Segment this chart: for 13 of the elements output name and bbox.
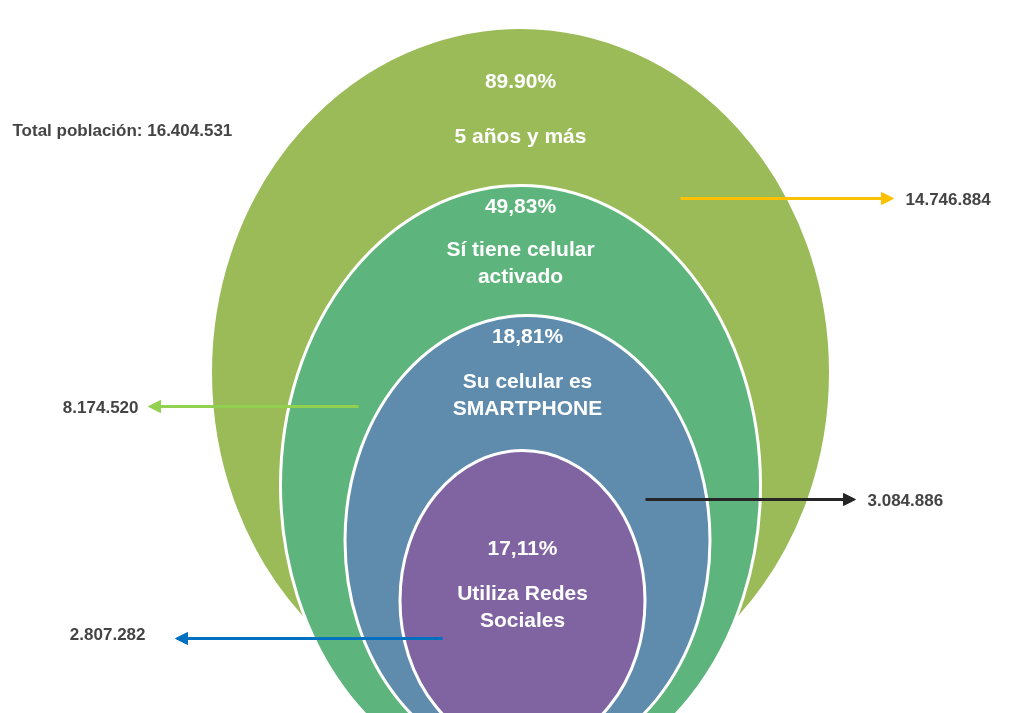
text: 3.084.886 [867, 490, 944, 510]
data-label: 18,81% [491, 324, 564, 347]
text: Total población: 16.404.531 [12, 121, 233, 140]
category-label: Utiliza Redes Sociales [457, 581, 588, 631]
category-label: 5 años y más [454, 124, 587, 147]
data-label: 49,83% [484, 194, 557, 217]
data-label: 89.90% [484, 69, 557, 92]
text: 2.807.282 [69, 624, 146, 644]
data-label: 17,11% [487, 536, 558, 559]
text: 14.746.884 [905, 189, 992, 209]
text: 8.174.520 [62, 397, 139, 417]
category-label: Sí tiene celular activado [446, 237, 595, 287]
category-label: Su celular es SMARTPHONE [452, 369, 603, 419]
